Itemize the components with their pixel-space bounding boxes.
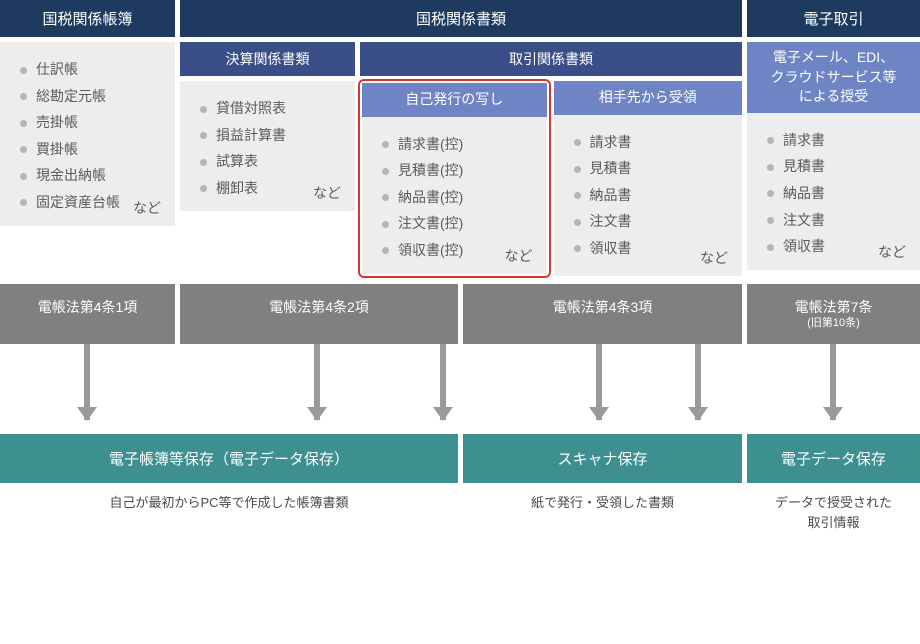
store-electronic-books: 電子帳簿等保存（電子データ保存） (0, 434, 458, 483)
listbox-settlement: 貸借対照表損益計算書試算表棚卸表 など (180, 81, 355, 211)
top-header-row: 国税関係帳簿 国税関係書類 電子取引 (0, 0, 920, 42)
col-books: 仕訳帳総勘定元帳売掛帳買掛帳現金出納帳固定資産台帳 など (0, 42, 175, 226)
law-7-sub: (旧第10条) (751, 316, 916, 330)
etc-label: など (700, 248, 728, 268)
arrow-down-icon (830, 344, 836, 420)
caption-2: 紙で発行・受領した書類 (463, 493, 742, 532)
caption-3: データで授受された 取引情報 (747, 493, 920, 532)
law-4-2: 電帳法第4条2項 (180, 284, 458, 344)
law-row: 電帳法第4条1項 電帳法第4条2項 電帳法第4条3項 電帳法第7条 (旧第10条… (0, 284, 920, 344)
list-item: 納品書(控) (382, 184, 531, 211)
list-item: 仕訳帳 (20, 56, 159, 83)
law-4-3: 電帳法第4条3項 (463, 284, 742, 344)
arrow-down-icon (596, 344, 602, 420)
listbox-books: 仕訳帳総勘定元帳売掛帳買掛帳現金出納帳固定資産台帳 など (0, 42, 175, 226)
caption-row: 自己が最初からPC等で作成した帳簿書類 紙で発行・受領した書類 データで授受され… (0, 493, 920, 532)
list-item: 見積書 (767, 153, 904, 180)
caption-1: 自己が最初からPC等で作成した帳簿書類 (0, 493, 458, 532)
col-received: 相手先から受領 請求書見積書納品書注文書領収書 など (554, 81, 743, 276)
etc-label: など (505, 246, 533, 266)
col-transaction-docs: 取引関係書類 自己発行の写し 請求書(控)見積書(控)納品書(控)注文書(控)領… (360, 42, 742, 276)
list-item: 買掛帳 (20, 136, 159, 163)
header-self-issued: 自己発行の写し (362, 83, 547, 117)
col-settlement-docs: 決算関係書類 貸借対照表損益計算書試算表棚卸表 など (180, 42, 355, 211)
list-item: 見積書(控) (382, 157, 531, 184)
col-self-issued-highlighted: 自己発行の写し 請求書(控)見積書(控)納品書(控)注文書(控)領収書(控) な… (358, 79, 551, 278)
list-item: 注文書(控) (382, 210, 531, 237)
header-electronic-transactions: 電子取引 (747, 0, 920, 37)
law-4-1: 電帳法第4条1項 (0, 284, 175, 344)
etc-label: など (313, 183, 341, 203)
law-7-main: 電帳法第7条 (795, 299, 873, 315)
header-received: 相手先から受領 (554, 81, 743, 115)
listbox-received: 請求書見積書納品書注文書領収書 など (554, 115, 743, 276)
arrow-down-icon (440, 344, 446, 420)
header-settlement-docs: 決算関係書類 (180, 42, 355, 76)
list-item: 総勘定元帳 (20, 83, 159, 110)
list-item: 納品書 (574, 182, 727, 209)
list-item: 請求書 (767, 127, 904, 154)
list-item: 請求書(控) (382, 131, 531, 158)
store-scanner: スキャナ保存 (463, 434, 742, 483)
content-row: 仕訳帳総勘定元帳売掛帳買掛帳現金出納帳固定資産台帳 など 決算関係書類 貸借対照… (0, 42, 920, 276)
list-item: 売掛帳 (20, 109, 159, 136)
etc-label: など (133, 198, 161, 218)
list-item: 現金出納帳 (20, 162, 159, 189)
storage-row: 電子帳簿等保存（電子データ保存） スキャナ保存 電子データ保存 (0, 434, 920, 483)
listbox-electronic: 請求書見積書納品書注文書領収書 など (747, 113, 920, 270)
header-transaction-docs: 取引関係書類 (360, 42, 742, 76)
list-item: 損益計算書 (200, 122, 339, 149)
list-item: 試算表 (200, 148, 339, 175)
list-item: 貸借対照表 (200, 95, 339, 122)
store-electronic-data: 電子データ保存 (747, 434, 920, 483)
list-item: 請求書 (574, 129, 727, 156)
arrow-down-icon (84, 344, 90, 420)
tax-document-diagram: 国税関係帳簿 国税関係書類 電子取引 仕訳帳総勘定元帳売掛帳買掛帳現金出納帳固定… (0, 0, 920, 532)
listbox-self-issued: 請求書(控)見積書(控)納品書(控)注文書(控)領収書(控) など (362, 117, 547, 274)
arrow-down-icon (314, 344, 320, 420)
header-national-tax-documents: 国税関係書類 (180, 0, 742, 37)
list-item: 納品書 (767, 180, 904, 207)
etc-label: など (878, 242, 906, 262)
header-national-tax-books: 国税関係帳簿 (0, 0, 175, 37)
arrow-down-icon (695, 344, 701, 420)
list-item: 注文書 (574, 208, 727, 235)
arrow-row (0, 344, 920, 434)
law-7: 電帳法第7条 (旧第10条) (747, 284, 920, 344)
col-electronic: 電子メール、EDI、 クラウドサービス等 による授受 請求書見積書納品書注文書領… (747, 42, 920, 270)
list-item: 見積書 (574, 155, 727, 182)
header-email-edi: 電子メール、EDI、 クラウドサービス等 による授受 (747, 42, 920, 113)
list-item: 注文書 (767, 207, 904, 234)
